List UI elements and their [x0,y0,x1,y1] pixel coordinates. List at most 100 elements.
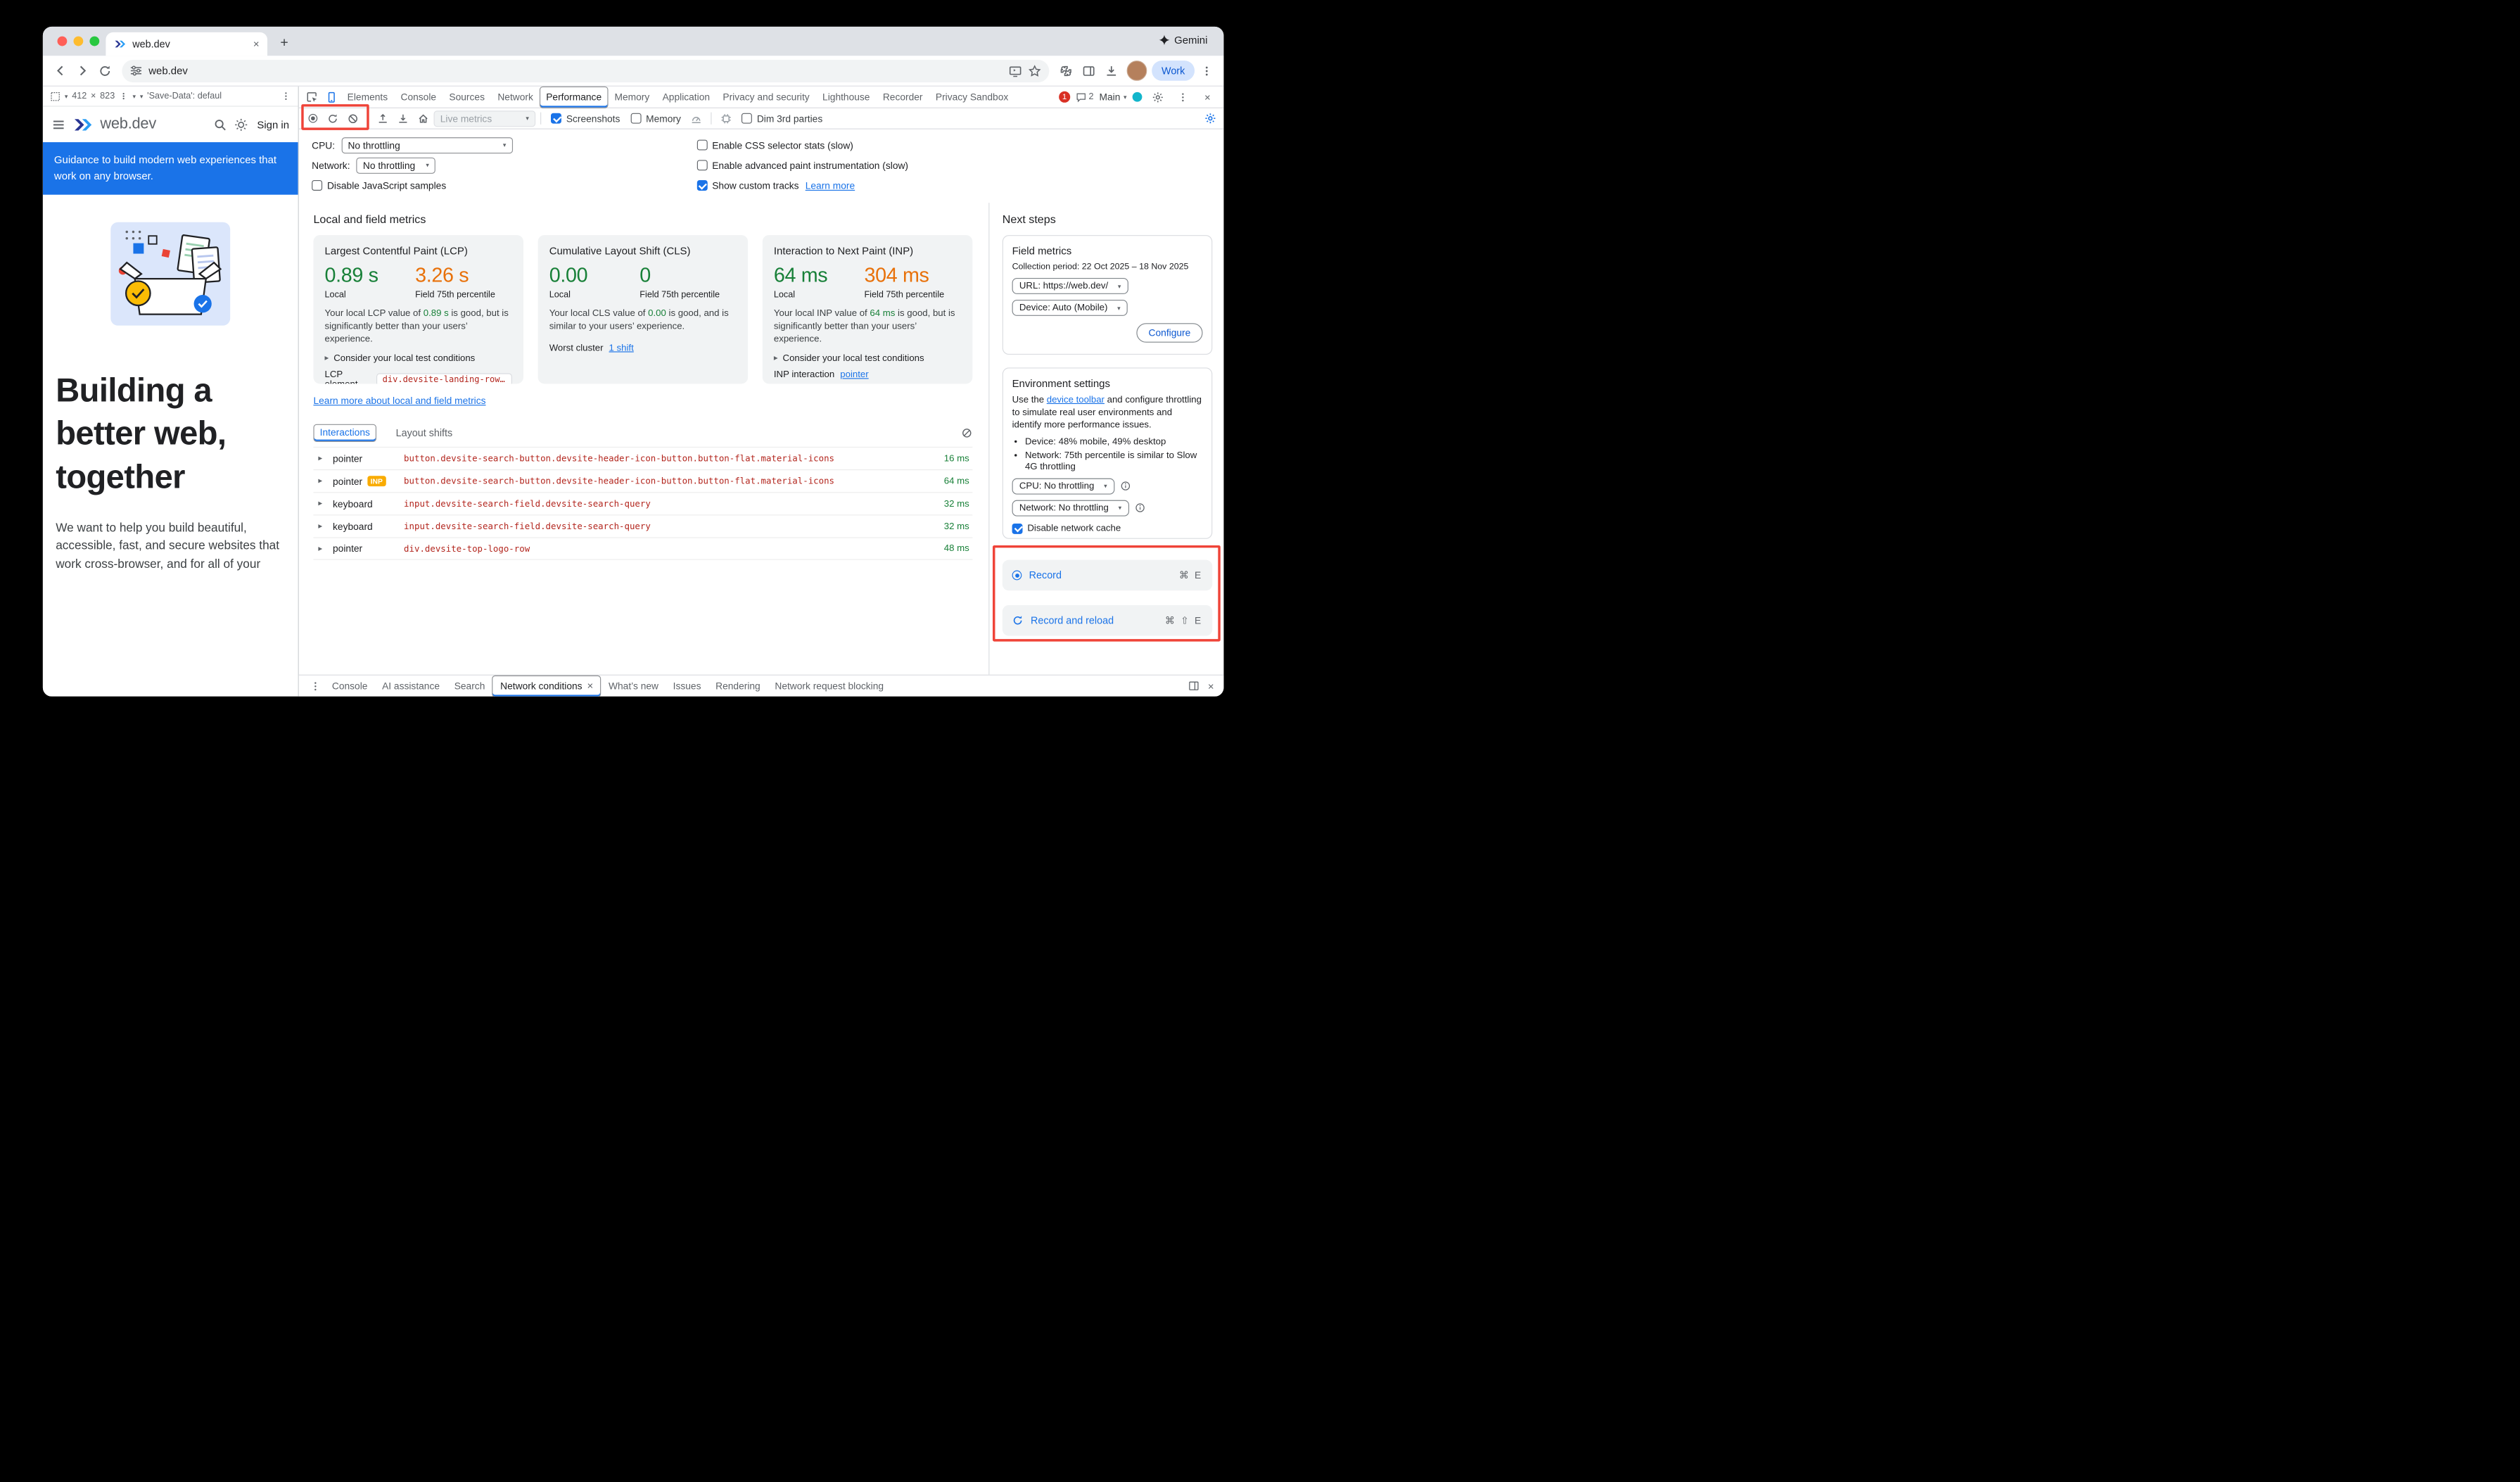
hamburger-menu-icon[interactable] [51,118,65,132]
screenshots-checkbox[interactable]: Screenshots [546,113,625,124]
tab-application[interactable]: Application [662,91,711,103]
cpu-throttle-icon[interactable] [716,108,736,128]
tab-performance[interactable]: Performance [540,86,609,108]
tab-close-icon[interactable]: × [253,37,260,51]
field-url-select[interactable]: URL: https://web.dev/ ▾ [1012,277,1128,294]
performance-settings-gear-icon[interactable] [1200,108,1220,128]
record-icon[interactable] [303,108,323,128]
window-maximize-button[interactable] [89,36,100,46]
row-expand-icon[interactable]: ▸ [318,454,323,463]
url-text[interactable]: web.dev [148,64,188,77]
tab-layout-shifts[interactable]: Layout shifts [395,427,453,439]
downloads-icon[interactable] [1101,61,1122,82]
row-expand-icon[interactable]: ▸ [318,499,323,509]
browser-menu-icon[interactable] [1196,61,1217,82]
drawer-tab-network-request-blocking[interactable]: Network request blocking [775,680,884,692]
new-tab-button[interactable]: + [280,34,288,51]
profile-avatar[interactable] [1126,61,1147,81]
drawer-tab-search[interactable]: Search [454,680,485,692]
device-dimensions-icon[interactable] [50,91,61,101]
tab-console[interactable]: Console [400,91,437,103]
cpu-throttling-select[interactable]: No throttling ▾ [341,137,513,153]
extensions-icon[interactable] [1056,61,1077,82]
dim-3rd-parties-checkbox[interactable]: Dim 3rd parties [737,113,827,124]
tab-sources[interactable]: Sources [449,91,485,103]
profile-chip[interactable]: Work [1152,61,1195,81]
drawer-tab-whats-new[interactable]: What’s new [609,680,658,692]
webdev-logo-icon[interactable] [72,114,93,134]
disable-js-samples-checkbox[interactable]: Disable JavaScript samples [312,179,446,191]
row-expand-icon[interactable]: ▸ [318,521,323,531]
forward-button[interactable] [72,61,93,82]
configure-button[interactable]: Configure [1136,323,1203,343]
paint-instrumentation-checkbox[interactable]: Enable advanced paint instrumentation (s… [696,160,908,171]
window-close-button[interactable] [57,36,68,46]
close-network-conditions-icon[interactable]: × [587,679,594,692]
live-metrics-home-icon[interactable] [414,108,433,128]
side-panel-icon[interactable] [1078,61,1100,82]
network-throttling-select[interactable]: No throttling ▾ [356,157,436,174]
dimensions-caret-icon[interactable]: ▾ [64,92,68,100]
tab-lighthouse[interactable]: Lighthouse [822,91,870,103]
interaction-row[interactable]: ▸ pointer button.devsite-search-button.d… [313,446,973,469]
drawer-menu-icon[interactable] [305,676,325,696]
inp-test-conditions-expander[interactable]: ▸ Consider your local test conditions [774,353,961,363]
drawer-tab-ai-assistance[interactable]: AI assistance [382,680,440,692]
theme-toggle-icon[interactable] [234,118,248,132]
field-device-select[interactable]: Device: Auto (Mobile) ▾ [1012,299,1128,316]
interaction-row[interactable]: ▸ pointer INP button.devsite-search-butt… [313,469,973,492]
gemini-badge[interactable]: Gemini [1159,34,1207,46]
site-logo-text[interactable]: web.dev [100,115,157,133]
device-height[interactable]: 823 [100,91,115,101]
custom-tracks-learn-more-link[interactable]: Learn more [805,179,855,191]
env-cpu-select[interactable]: CPU: No throttling ▾ [1012,478,1115,495]
env-network-select[interactable]: Network: No throttling ▾ [1012,500,1129,517]
disable-network-cache-checkbox[interactable]: Disable network cache [1012,523,1203,534]
site-settings-icon[interactable] [130,65,142,77]
omnibox[interactable]: web.dev [122,59,1050,82]
interaction-row[interactable]: ▸ keyboard input.devsite-search-field.de… [313,492,973,514]
clear-icon[interactable] [343,108,363,128]
drawer-tab-console[interactable]: Console [331,680,368,692]
sign-in-button[interactable]: Sign in [257,118,290,131]
device-toolbar-link[interactable]: device toolbar [1046,395,1105,405]
inp-interaction-link[interactable]: pointer [840,369,869,380]
tab-privacy[interactable]: Privacy and security [723,91,810,103]
reload-button[interactable] [94,61,115,82]
emulation-menu-icon[interactable] [281,91,291,101]
cpu-info-icon[interactable] [1120,481,1131,491]
tab-privacy-sandbox[interactable]: Privacy Sandbox [935,91,1009,103]
zoom-caret-icon[interactable]: ▾ [132,92,136,100]
lcp-element-chip[interactable]: div.devsite-landing-row-ite… [376,372,512,384]
devtools-menu-icon[interactable] [1173,87,1192,107]
save-data-label[interactable]: 'Save-Data': defaul [147,91,222,101]
devtools-settings-icon[interactable] [1147,87,1167,107]
drawer-tab-network-conditions[interactable]: Network conditions × [492,675,602,697]
back-button[interactable] [49,61,70,82]
tab-interactions[interactable]: Interactions [313,424,377,443]
record-and-reload-icon[interactable] [323,108,343,128]
metrics-learn-more-link[interactable]: Learn more about local and field metrics [313,395,486,407]
bookmark-star-icon[interactable] [1029,64,1041,77]
drawer-tab-rendering[interactable]: Rendering [715,680,761,692]
worst-cluster-link[interactable]: 1 shift [609,343,634,353]
screencast-icon[interactable] [1009,64,1022,77]
site-search-icon[interactable] [213,118,227,132]
css-selector-stats-checkbox[interactable]: Enable CSS selector stats (slow) [696,139,853,151]
tab-elements[interactable]: Elements [347,91,388,103]
issues-badge[interactable]: 2 [1076,91,1093,102]
throttle-caret-icon[interactable]: ▾ [139,92,144,100]
save-profile-icon[interactable] [393,108,413,128]
interaction-row[interactable]: ▸ pointer div.devsite-top-logo-row 48 ms [313,537,973,560]
memory-checkbox[interactable]: Memory [625,113,685,124]
zoom-icon[interactable] [119,91,129,101]
lcp-test-conditions-expander[interactable]: ▸ Consider your local test conditions [325,353,512,363]
context-selector[interactable]: Main ▾ [1100,91,1127,103]
row-expand-icon[interactable]: ▸ [318,476,323,486]
close-drawer-icon[interactable]: × [1207,680,1214,692]
custom-tracks-checkbox[interactable]: Show custom tracks [696,179,799,191]
load-profile-icon[interactable] [373,108,393,128]
record-button[interactable]: Record ⌘ E [1002,559,1213,591]
inspect-element-icon[interactable] [302,87,322,107]
device-width[interactable]: 412 [72,91,87,101]
